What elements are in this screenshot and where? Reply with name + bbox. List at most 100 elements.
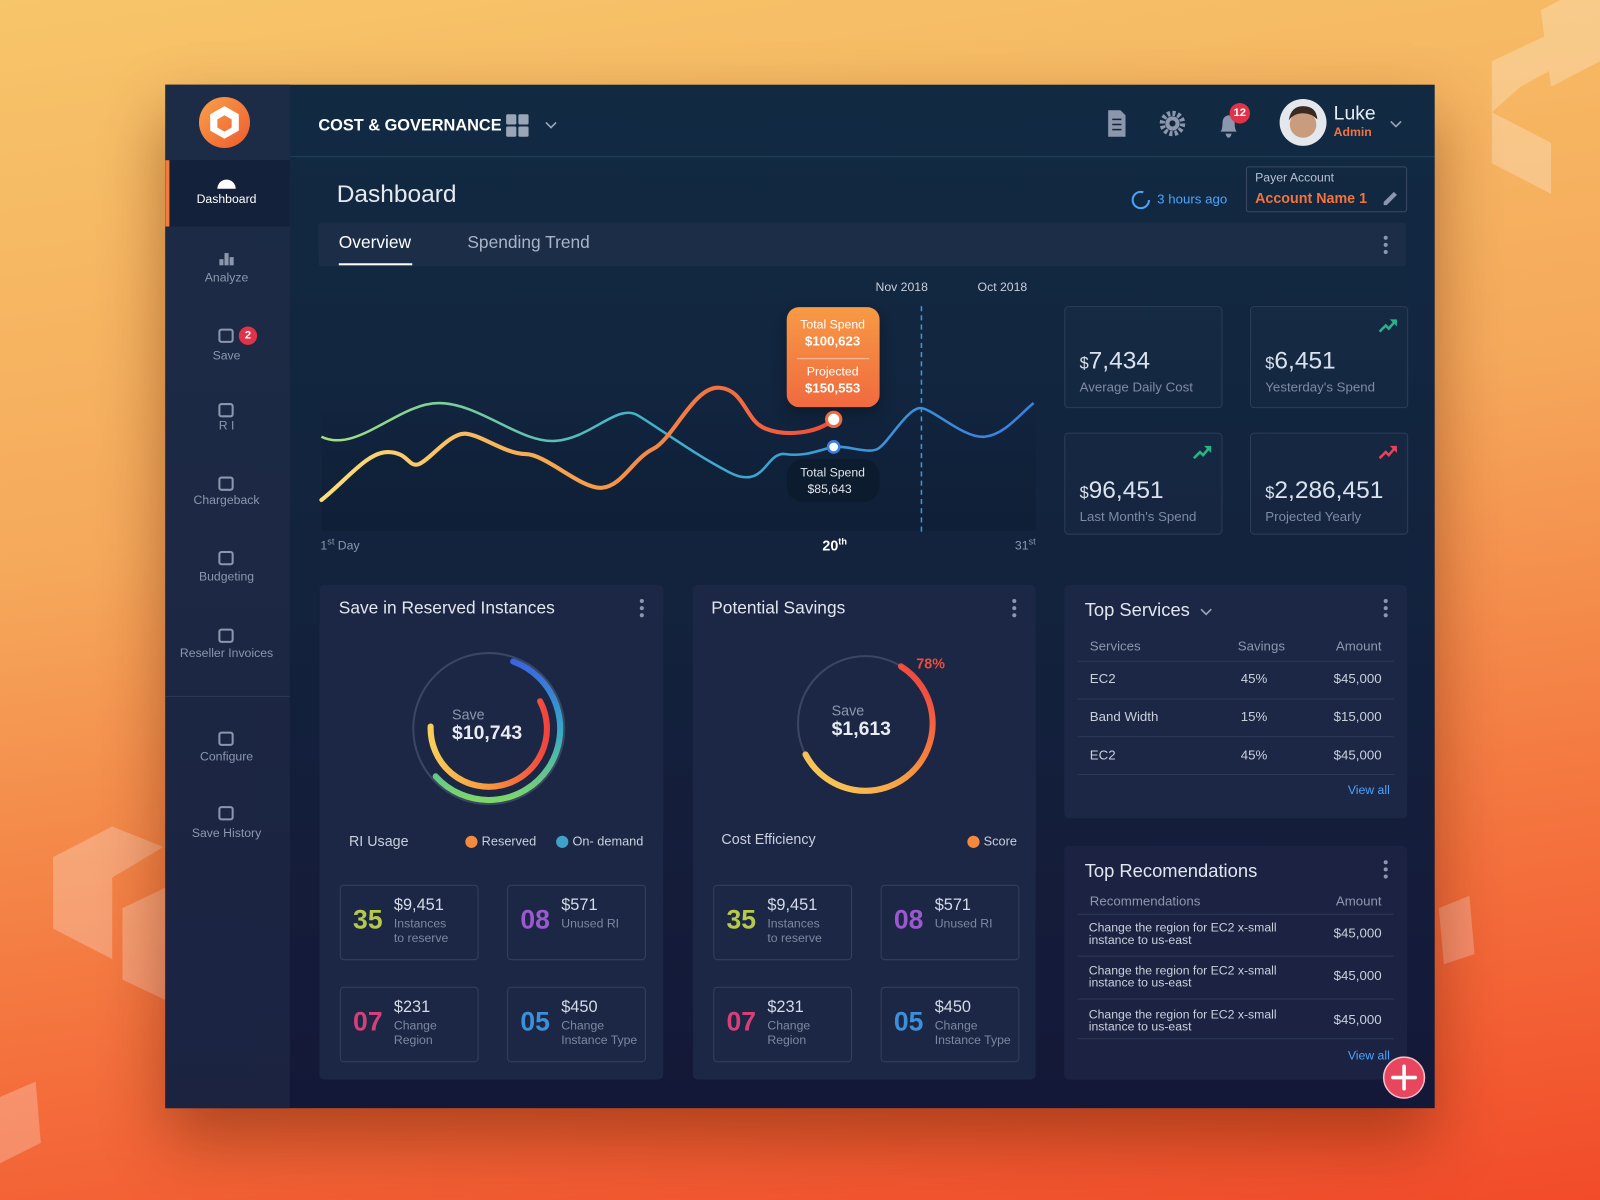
- tab[interactable]: Overview: [338, 232, 412, 253]
- decor: [1491, 35, 1577, 113]
- kebab-dot[interactable]: [1383, 867, 1388, 872]
- nav-item[interactable]: Reseller Invoices: [179, 646, 274, 661]
- kebab-dot[interactable]: [1012, 606, 1017, 611]
- decor: [1438, 895, 1475, 965]
- view-all-link[interactable]: View all: [1347, 782, 1390, 798]
- payer-box[interactable]: [1245, 166, 1408, 213]
- notifications-icon[interactable]: [1220, 115, 1237, 138]
- trend-up-icon: [1204, 445, 1212, 454]
- score-arc: [802, 663, 936, 794]
- tooltip: [786, 307, 880, 408]
- nav-item[interactable]: Configure: [199, 749, 254, 764]
- decor: [53, 826, 164, 960]
- kebab-dot[interactable]: [639, 613, 644, 618]
- kebab-dot[interactable]: [1383, 235, 1388, 240]
- x-label-suffix: st: [327, 536, 335, 547]
- kebab-dot[interactable]: [1012, 613, 1017, 618]
- decor: [122, 887, 166, 1000]
- tab[interactable]: Spending Trend: [467, 232, 590, 253]
- nav-item[interactable]: Dashboard: [196, 191, 257, 207]
- decor: [0, 1081, 41, 1164]
- chevron[interactable]: [1390, 120, 1402, 128]
- tile-desc: Instances to reserve: [393, 916, 449, 945]
- nav-item[interactable]: Save History: [191, 825, 262, 840]
- nav-item[interactable]: Save: [212, 348, 241, 363]
- sidebar-divider: [165, 695, 290, 697]
- nav-icon: [219, 259, 224, 266]
- x-label-number: 1: [320, 538, 328, 553]
- stat-label: Projected Yearly: [1265, 508, 1362, 525]
- stat-card: [1249, 432, 1409, 535]
- donut-arc-on-demand: [432, 658, 564, 803]
- legend-title: RI Usage: [348, 832, 409, 849]
- service-amount: $45,000: [1333, 747, 1382, 763]
- kebab-dot[interactable]: [1383, 598, 1388, 604]
- kebab-dot[interactable]: [639, 606, 644, 611]
- legend-dot: [967, 835, 980, 848]
- point-previous: [826, 440, 841, 454]
- trend-line-nov: [319, 385, 836, 503]
- legend-label: On- demand: [572, 834, 644, 849]
- nav-icon: [229, 257, 234, 266]
- tooltip-previous: [786, 459, 880, 503]
- stat-amount: 96,451: [1088, 476, 1164, 505]
- tile-amount: $9,451: [393, 896, 444, 915]
- stat-card: [1249, 306, 1409, 409]
- service-savings: 45%: [1240, 747, 1268, 763]
- x-label: 31st: [1015, 536, 1036, 553]
- kebab-dot[interactable]: [1383, 613, 1388, 618]
- tile-count: 07: [726, 1006, 757, 1037]
- tile: [880, 884, 1020, 961]
- card-title: Potential Savings: [711, 598, 846, 618]
- apps-icon[interactable]: [506, 114, 517, 125]
- stat-value: $6,451: [1265, 347, 1335, 375]
- nav-item[interactable]: R I: [218, 418, 235, 433]
- recommendations-card: [1064, 845, 1408, 1080]
- settings-icon[interactable]: [1159, 110, 1186, 137]
- page-title: Dashboard: [336, 180, 457, 209]
- avatar-hair: [1288, 106, 1318, 121]
- kebab-dot[interactable]: [639, 598, 644, 604]
- stat-currency: $: [1079, 355, 1089, 373]
- chevron[interactable]: [1200, 608, 1212, 616]
- nav-item[interactable]: Analyze: [204, 270, 249, 285]
- nav-item[interactable]: Budgeting: [198, 569, 255, 584]
- kebab-dot[interactable]: [1383, 249, 1388, 255]
- chart-shade: [321, 387, 1036, 531]
- kebab-dot[interactable]: [1383, 874, 1388, 879]
- user-role: Admin: [1333, 124, 1372, 139]
- recommendation-amount: $45,000: [1333, 967, 1382, 984]
- tab-bar: [318, 222, 1407, 267]
- nav-icon: [218, 806, 234, 821]
- service-name: EC2: [1089, 670, 1116, 687]
- tile-desc: Unused RI: [934, 916, 993, 931]
- apps-icon[interactable]: [518, 126, 529, 137]
- recommendation-amount: $45,000: [1333, 1011, 1382, 1028]
- tile: [713, 884, 853, 961]
- x-label-suffix: th: [838, 536, 847, 547]
- settings-icon-hole: [1169, 120, 1176, 127]
- view-all-link[interactable]: View all: [1347, 1048, 1390, 1063]
- apps-icon[interactable]: [518, 114, 529, 125]
- tile: [880, 986, 1020, 1063]
- tile-amount: $231: [393, 998, 431, 1017]
- payer-name: Account Name 1: [1255, 189, 1368, 207]
- legend-dot: [556, 835, 569, 848]
- kebab-dot[interactable]: [1012, 598, 1017, 604]
- nav-item[interactable]: Chargeback: [193, 492, 260, 508]
- edit-icon[interactable]: [1383, 191, 1397, 206]
- kebab-dot[interactable]: [1383, 606, 1388, 611]
- tile-count: 05: [520, 1006, 550, 1037]
- document-icon[interactable]: [1108, 110, 1126, 137]
- chevron[interactable]: [545, 121, 557, 129]
- column-header: Services: [1089, 638, 1141, 654]
- kebab-dot[interactable]: [1383, 860, 1388, 865]
- kebab-dot[interactable]: [1383, 242, 1388, 247]
- stat-value: $7,434: [1080, 347, 1150, 375]
- apps-icon[interactable]: [506, 126, 517, 137]
- refresh-icon[interactable]: [1131, 190, 1150, 210]
